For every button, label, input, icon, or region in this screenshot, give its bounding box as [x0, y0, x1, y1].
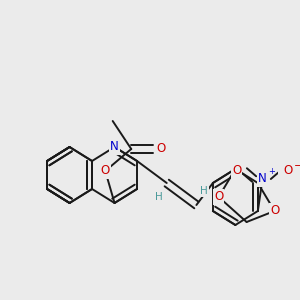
Text: N: N: [258, 172, 267, 185]
Text: O: O: [214, 190, 223, 203]
Text: H: H: [155, 192, 163, 202]
Text: O: O: [101, 164, 110, 178]
Text: +: +: [268, 167, 275, 176]
Text: O: O: [270, 205, 279, 218]
Text: O: O: [156, 142, 166, 155]
Text: O: O: [232, 164, 241, 178]
Text: N: N: [110, 140, 119, 154]
Text: H: H: [200, 186, 208, 196]
Text: −: −: [294, 161, 300, 171]
Text: O: O: [284, 164, 293, 178]
